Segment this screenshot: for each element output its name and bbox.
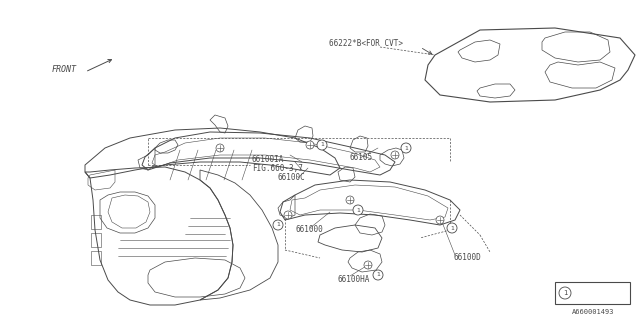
Circle shape [447,223,457,233]
Text: 1: 1 [320,142,324,148]
Text: FIG.660-3,7: FIG.660-3,7 [252,164,303,172]
Circle shape [353,205,363,215]
Text: 1: 1 [450,226,454,230]
Circle shape [284,211,292,219]
Text: 661000: 661000 [296,226,324,235]
Circle shape [306,141,314,149]
Text: 1: 1 [404,146,408,150]
Text: 1: 1 [356,207,360,212]
Circle shape [401,143,411,153]
Circle shape [317,140,327,150]
Circle shape [436,216,444,224]
Circle shape [273,220,283,230]
Text: 66100C: 66100C [278,173,306,182]
Circle shape [346,196,354,204]
Text: 66222*B<FOR CVT>: 66222*B<FOR CVT> [329,38,403,47]
Text: 1: 1 [276,222,280,228]
Circle shape [559,287,571,299]
Text: 1: 1 [563,290,567,296]
Circle shape [216,144,224,152]
Text: D500013: D500013 [583,289,616,298]
Text: 66100D: 66100D [453,253,481,262]
Text: 66100HA: 66100HA [338,276,371,284]
Text: 1: 1 [376,273,380,277]
Text: 66105: 66105 [350,154,373,163]
Text: 66100IA: 66100IA [252,156,284,164]
Bar [555,282,630,304]
Circle shape [364,261,372,269]
Text: A660001493: A660001493 [572,309,614,315]
Circle shape [391,151,399,159]
Circle shape [373,270,383,280]
Text: FRONT: FRONT [52,66,77,75]
